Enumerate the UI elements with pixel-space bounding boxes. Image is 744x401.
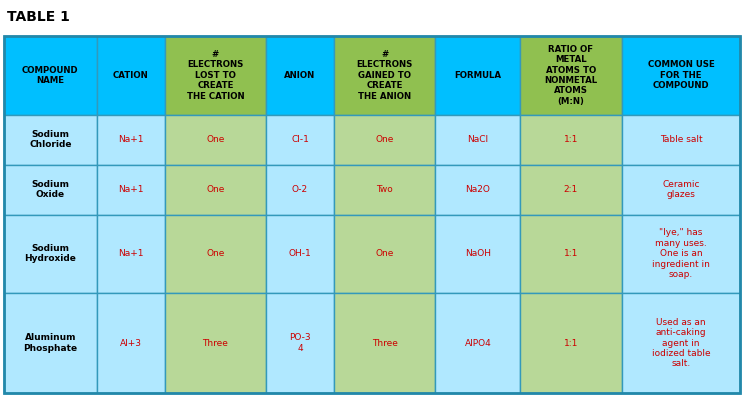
Bar (334, 293, 435, 393)
Bar (334, 36, 435, 115)
Text: Sodium
Chloride: Sodium Chloride (29, 130, 71, 149)
Text: One: One (206, 185, 225, 194)
Bar (520, 293, 622, 393)
Bar (97, 293, 164, 393)
Text: NaOH: NaOH (465, 249, 491, 258)
Text: Aluminum
Phosphate: Aluminum Phosphate (23, 333, 77, 353)
Bar (4, 293, 97, 393)
Text: One: One (376, 249, 394, 258)
Bar (4, 36, 97, 115)
Text: Table salt: Table salt (660, 135, 702, 144)
Bar (520, 115, 622, 164)
Text: CATION: CATION (113, 71, 149, 80)
Text: Na+1: Na+1 (118, 185, 144, 194)
Bar (622, 36, 740, 115)
Text: COMPOUND
NAME: COMPOUND NAME (22, 66, 79, 85)
Bar (520, 164, 622, 215)
Text: O-2: O-2 (292, 185, 308, 194)
Text: #
ELECTRONS
LOST TO
CREATE
THE CATION: # ELECTRONS LOST TO CREATE THE CATION (187, 50, 244, 101)
Bar (97, 115, 164, 164)
Text: NaCl: NaCl (467, 135, 488, 144)
Text: AlPO4: AlPO4 (464, 338, 491, 348)
Bar (520, 36, 622, 115)
Bar (97, 215, 164, 293)
Text: PO-3
4: PO-3 4 (289, 333, 311, 353)
Text: 1:1: 1:1 (564, 135, 578, 144)
Bar (4, 215, 97, 293)
Text: Cl-1: Cl-1 (291, 135, 309, 144)
Bar (4, 164, 97, 215)
Bar (622, 115, 740, 164)
Bar (164, 36, 266, 115)
Bar (435, 293, 520, 393)
Text: One: One (206, 249, 225, 258)
Text: Na+1: Na+1 (118, 135, 144, 144)
Bar (266, 115, 334, 164)
Bar (520, 215, 622, 293)
Text: Na+1: Na+1 (118, 249, 144, 258)
Text: Sodium
Oxide: Sodium Oxide (31, 180, 69, 199)
Text: #
ELECTRONS
GAINED TO
CREATE
THE ANION: # ELECTRONS GAINED TO CREATE THE ANION (356, 50, 413, 101)
Text: One: One (376, 135, 394, 144)
Bar (266, 215, 334, 293)
Bar (622, 215, 740, 293)
Bar (435, 36, 520, 115)
Text: Al+3: Al+3 (120, 338, 141, 348)
Bar (622, 164, 740, 215)
Text: Three: Three (202, 338, 228, 348)
Text: TABLE 1: TABLE 1 (7, 10, 71, 24)
Bar (97, 164, 164, 215)
Text: 1:1: 1:1 (564, 338, 578, 348)
Text: OH-1: OH-1 (289, 249, 312, 258)
Text: Ceramic
glazes: Ceramic glazes (662, 180, 700, 199)
Bar (435, 215, 520, 293)
Bar (97, 36, 164, 115)
Bar (435, 164, 520, 215)
Text: Sodium
Hydroxide: Sodium Hydroxide (25, 244, 76, 263)
Bar (266, 164, 334, 215)
Bar (164, 215, 266, 293)
Text: FORMULA: FORMULA (455, 71, 501, 80)
Text: One: One (206, 135, 225, 144)
Text: Two: Two (376, 185, 393, 194)
Bar (164, 115, 266, 164)
Text: ANION: ANION (284, 71, 315, 80)
Bar (266, 293, 334, 393)
Text: 1:1: 1:1 (564, 249, 578, 258)
Bar (334, 115, 435, 164)
Text: "lye," has
many uses.
One is an
ingredient in
soap.: "lye," has many uses. One is an ingredie… (652, 229, 710, 279)
Text: RATIO OF
METAL
ATOMS TO
NONMETAL
ATOMS
(M:N): RATIO OF METAL ATOMS TO NONMETAL ATOMS (… (545, 45, 597, 106)
Text: Na2O: Na2O (466, 185, 490, 194)
Text: COMMON USE
FOR THE
COMPOUND: COMMON USE FOR THE COMPOUND (647, 61, 714, 90)
Bar (435, 115, 520, 164)
Bar (334, 215, 435, 293)
Text: Three: Three (372, 338, 397, 348)
Text: 2:1: 2:1 (564, 185, 578, 194)
Bar (334, 164, 435, 215)
Bar (164, 293, 266, 393)
Bar (4, 115, 97, 164)
Bar (266, 36, 334, 115)
Bar (4, 36, 740, 393)
Text: Used as an
anti-caking
agent in
iodized table
salt.: Used as an anti-caking agent in iodized … (652, 318, 711, 368)
Bar (622, 293, 740, 393)
Bar (164, 164, 266, 215)
